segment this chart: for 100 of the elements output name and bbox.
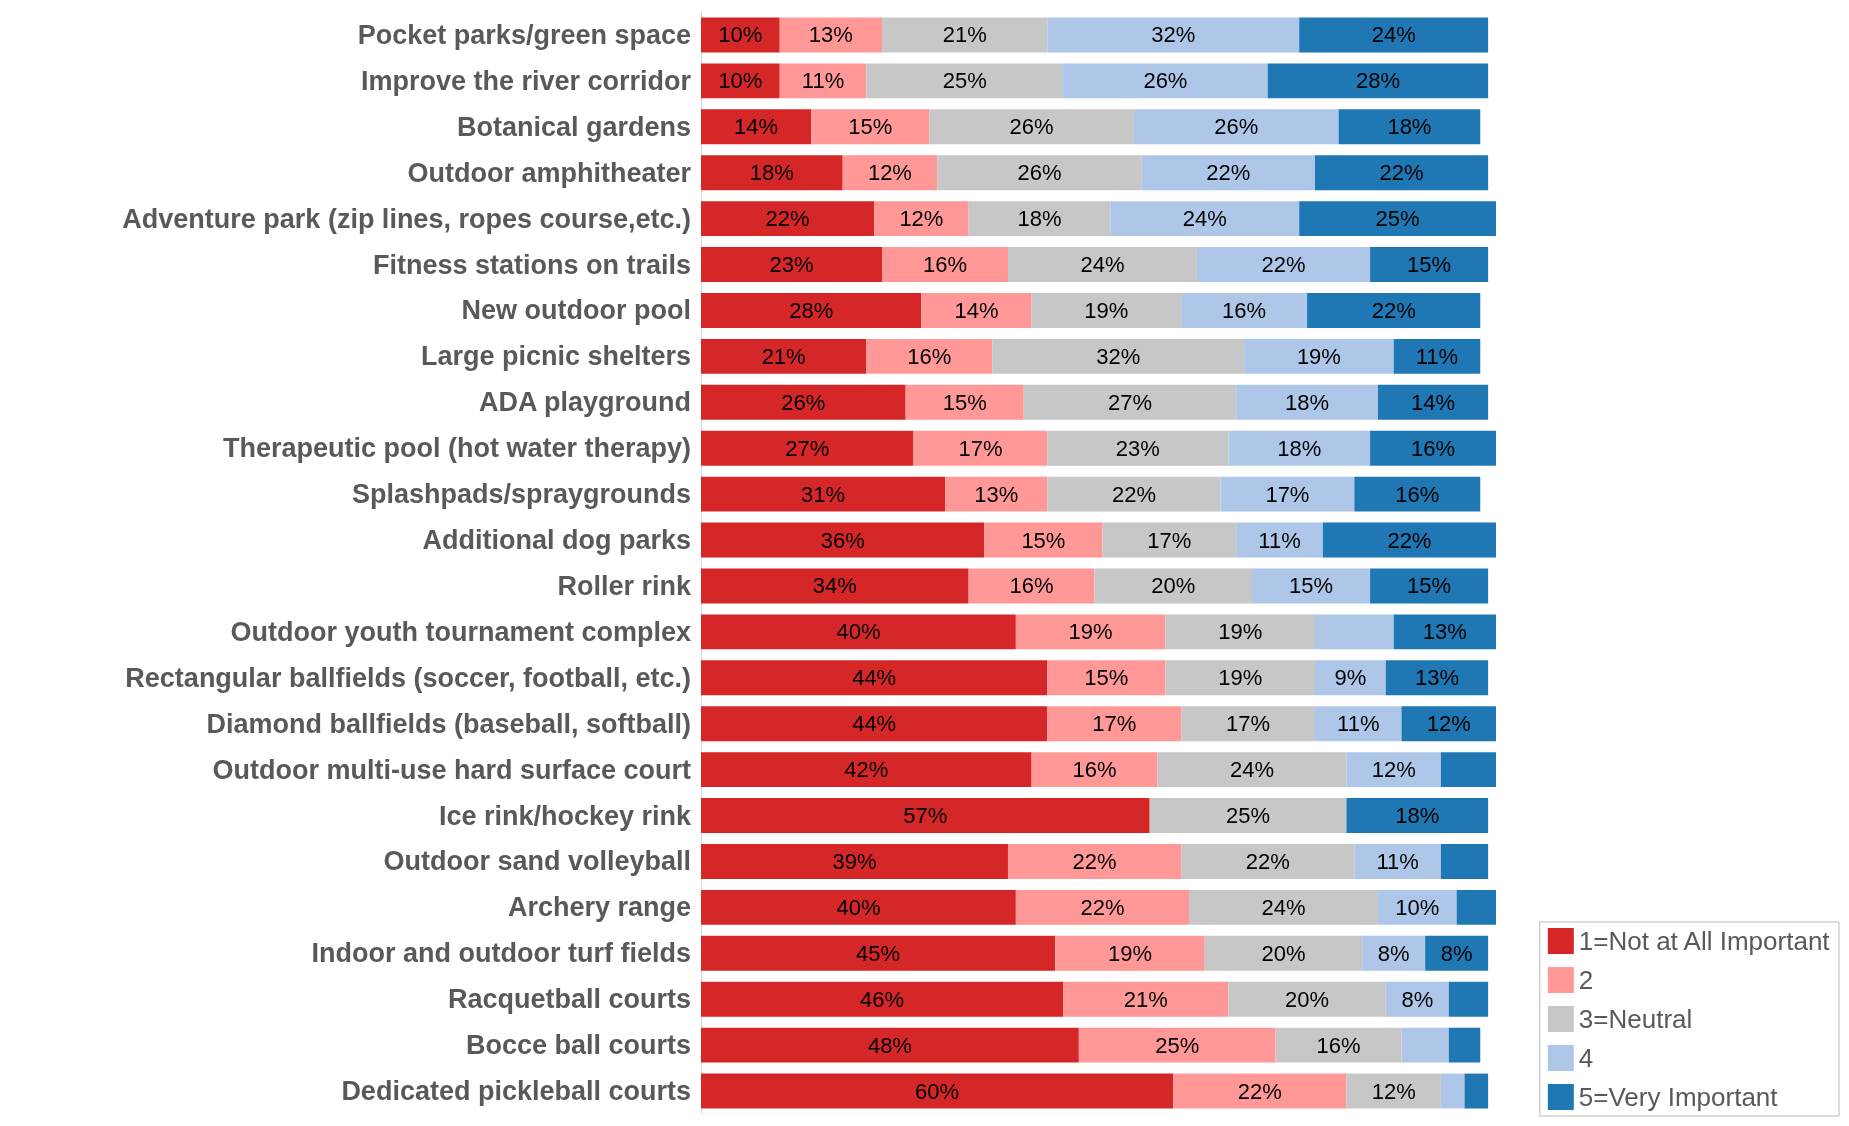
bar: [1440, 752, 1496, 788]
bar: [1354, 844, 1441, 879]
y-tick-label: ADA playground: [479, 387, 691, 418]
bar: [1181, 706, 1315, 742]
data-label: 20%: [1261, 940, 1306, 966]
data-label: 25%: [1226, 803, 1271, 829]
bar: [1055, 935, 1205, 971]
bar: [701, 522, 985, 558]
data-label: 19%: [1107, 940, 1153, 966]
bar: [701, 568, 969, 604]
y-tick-label: Therapeutic pool (hot water therapy): [222, 433, 691, 464]
y-tick-label: Indoor and outdoor turf fields: [311, 938, 691, 969]
data-label: 15%: [1407, 573, 1452, 599]
data-label: 11%: [1258, 527, 1301, 553]
bar: [1047, 17, 1300, 53]
data-label: 32%: [1096, 343, 1141, 369]
data-label: 39%: [832, 848, 877, 874]
y-tick-label: Archery range: [507, 892, 691, 923]
data-label: 40%: [836, 894, 881, 920]
y-tick-label: Outdoor sand volleyball: [383, 846, 691, 877]
data-label: 21%: [942, 22, 987, 48]
bar: [1031, 293, 1182, 328]
bar: [701, 660, 1048, 696]
bar: [1007, 844, 1182, 879]
data-label: 13%: [974, 481, 1019, 507]
data-label: 18%: [1017, 206, 1062, 232]
bar: [1165, 660, 1315, 696]
data-label: 15%: [942, 389, 987, 415]
data-label: 22%: [1379, 160, 1424, 186]
bar: [1063, 63, 1268, 99]
data-label: 15%: [1407, 252, 1452, 278]
data-label: 22%: [1387, 527, 1432, 553]
bar: [1236, 384, 1378, 420]
data-label: 15%: [1084, 665, 1129, 691]
data-label: 18%: [1277, 435, 1322, 461]
data-label: 12%: [1426, 711, 1471, 737]
data-label: 15%: [1021, 527, 1066, 553]
data-label: 22%: [1080, 894, 1125, 920]
data-label: 22%: [1206, 160, 1251, 186]
data-label: 26%: [1009, 114, 1054, 140]
legend-label: 4: [1578, 1043, 1594, 1073]
bar: [1401, 1027, 1449, 1063]
bar: [701, 889, 1016, 925]
bar: [842, 155, 938, 191]
data-label: 11%: [1337, 711, 1380, 737]
bar: [1047, 476, 1221, 512]
bar: [937, 155, 1142, 191]
data-label: 31%: [800, 481, 846, 507]
bar: [701, 247, 883, 282]
bar: [701, 935, 1056, 971]
bar: [701, 844, 1008, 879]
data-label: 27%: [1107, 389, 1153, 415]
bar: [1448, 1027, 1481, 1063]
data-label: 15%: [848, 114, 893, 140]
bar: [968, 568, 1095, 604]
data-label: 18%: [1395, 803, 1440, 829]
data-label: 16%: [1411, 435, 1456, 461]
bar: [1393, 614, 1496, 650]
data-label: 22%: [1371, 297, 1416, 323]
data-label: 24%: [1182, 206, 1227, 232]
bar: [1165, 614, 1315, 650]
bar: [1346, 798, 1489, 833]
bar: [1267, 63, 1489, 99]
data-label: 22%: [1111, 481, 1156, 507]
y-tick-label: Improve the river corridor: [360, 65, 692, 96]
data-label: 16%: [1222, 297, 1267, 323]
bar: [701, 706, 1048, 742]
data-label: 46%: [860, 986, 905, 1012]
bar: [945, 476, 1048, 512]
data-label: 14%: [954, 297, 999, 323]
bar: [1015, 614, 1166, 650]
bar: [701, 384, 906, 420]
data-label: 21%: [761, 343, 806, 369]
bar: [1047, 706, 1182, 742]
data-label: 23%: [1115, 435, 1160, 461]
data-label: 16%: [1316, 1032, 1361, 1058]
y-tick-label: Outdoor multi-use hard surface court: [212, 754, 691, 785]
data-label: 24%: [1261, 894, 1306, 920]
data-label: 10%: [1395, 894, 1440, 920]
y-tick-label: Diamond ballfields (baseball, softball): [206, 708, 691, 739]
y-tick-label: Racquetball courts: [447, 984, 691, 1015]
bar: [1314, 706, 1402, 742]
y-tick-label: Pocket parks/green space: [357, 19, 691, 50]
y-tick-label: Adventure park (zip lines, ropes course,etc.): [122, 203, 691, 234]
data-label: 22%: [1072, 848, 1117, 874]
bar: [1023, 384, 1237, 420]
data-label: 15%: [1289, 573, 1334, 599]
bar: [701, 201, 875, 237]
data-label: 19%: [1218, 619, 1263, 645]
bar: [921, 293, 1032, 328]
data-label: 26%: [1143, 68, 1188, 94]
bar: [1094, 568, 1252, 604]
data-label: 42%: [844, 757, 889, 783]
bar: [1078, 1027, 1276, 1063]
data-label: 13%: [1414, 665, 1459, 691]
bar: [1314, 155, 1489, 191]
bar: [701, 338, 867, 374]
bar: [779, 63, 867, 99]
bar: [1204, 935, 1363, 971]
bar: [1275, 1027, 1402, 1063]
